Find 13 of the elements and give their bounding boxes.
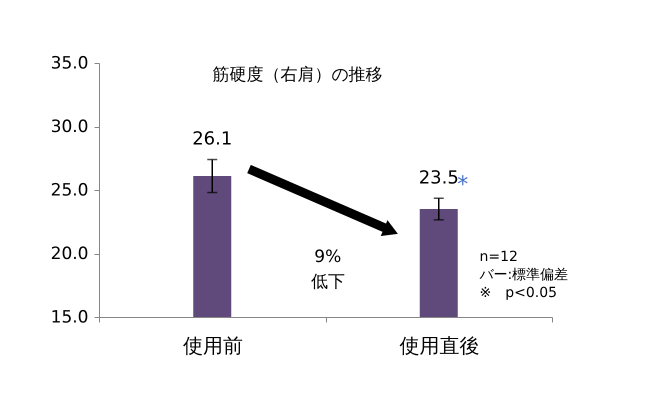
chart-title: 筋硬度（右肩）の推移 <box>212 65 382 85</box>
y-tick-label: 30.0 <box>50 117 88 137</box>
y-tick-label: 20.0 <box>50 244 88 264</box>
annotation: * <box>457 172 468 198</box>
y-tick-label: 25.0 <box>50 180 88 200</box>
y-tick-label: 35.0 <box>50 54 88 74</box>
x-tick-label: 使用前 <box>182 334 243 358</box>
y-tick-label: 15.0 <box>50 308 88 328</box>
annotation: n=12 バー:標準偏差 ※ p<0.05 <box>478 249 568 301</box>
annotation: 9% 低下 <box>310 247 345 292</box>
data-label: 23.5 <box>418 167 459 188</box>
data-label: 26.1 <box>192 128 232 150</box>
x-tick-label: 使用直後 <box>399 334 480 358</box>
